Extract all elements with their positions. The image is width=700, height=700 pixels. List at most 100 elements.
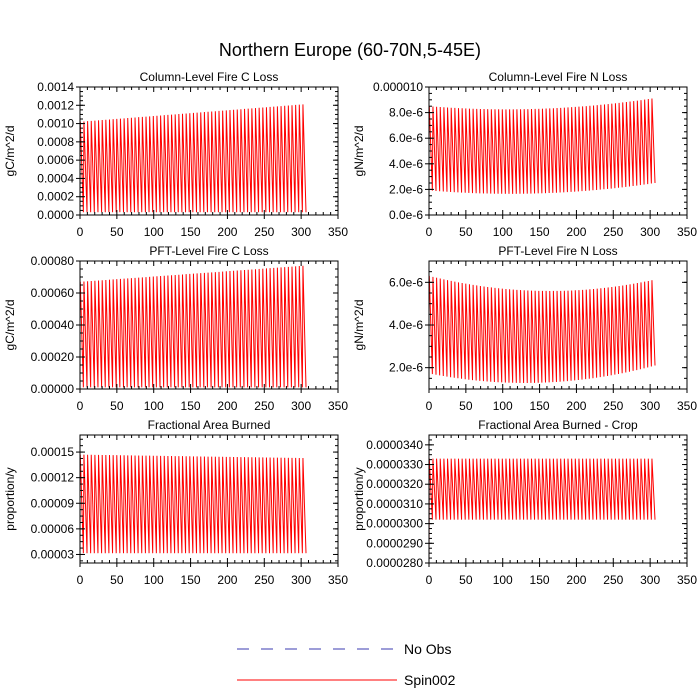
x-tick-label: 350 — [677, 399, 697, 413]
x-tick-label: 250 — [254, 399, 274, 413]
y-tick-label: 8.0e-6 — [389, 106, 423, 120]
x-tick-label: 250 — [254, 225, 274, 239]
y-tick-label: 0.00080 — [31, 254, 75, 268]
y-tick-label: 0.0010 — [37, 117, 74, 131]
y-axis-label: gC/m^2/d — [3, 126, 17, 177]
x-tick-label: 350 — [328, 573, 348, 587]
series-line-spin002 — [79, 265, 307, 388]
x-tick-label: 200 — [217, 225, 237, 239]
panel-title: PFT-Level Fire C Loss — [149, 244, 268, 258]
chart-panel: Column-Level Fire N Loss gN/m^2/d 0 50 100 15… — [352, 70, 697, 239]
y-tick-label: 0.0002 — [37, 190, 74, 204]
x-tick-label: 100 — [493, 399, 513, 413]
y-tick-label: 4.0e-6 — [389, 157, 423, 171]
panel-title: Column-Level Fire C Loss — [140, 70, 279, 84]
panel-title: Column-Level Fire N Loss — [489, 70, 628, 84]
x-tick-label: 200 — [566, 399, 586, 413]
series-line-spin002 — [428, 275, 656, 383]
x-tick-label: 100 — [493, 225, 513, 239]
chart-panel: PFT-Level Fire N Loss gN/m^2/d 0 50 100 150 20… — [352, 244, 697, 413]
x-tick-label: 300 — [640, 225, 660, 239]
y-axis-label: gN/m^2/d — [352, 300, 366, 351]
x-tick-label: 50 — [459, 573, 473, 587]
x-tick-label: 150 — [181, 573, 201, 587]
y-tick-label: 0.00009 — [31, 496, 75, 510]
series-line-spin002 — [79, 104, 307, 213]
y-tick-label: 0.0000290 — [366, 536, 423, 550]
x-tick-label: 50 — [110, 573, 124, 587]
y-tick-label: 0.0000280 — [366, 556, 423, 570]
plot-frame — [79, 434, 339, 564]
legend: No Obs Spin002 — [237, 641, 456, 688]
y-tick-label: 0.0000300 — [366, 517, 423, 531]
y-tick-label: 0.000010 — [373, 80, 423, 94]
x-tick-label: 0 — [426, 573, 433, 587]
y-tick-label: 0.00060 — [31, 286, 75, 300]
y-tick-label: 0.0000340 — [366, 438, 423, 452]
chart-panel: Fractional Area Burned - Crop proportion/… — [352, 418, 697, 587]
chart-panel: Fractional Area Burned proportion/y 0 50 100… — [3, 418, 348, 587]
x-tick-label: 300 — [291, 573, 311, 587]
y-tick-label: 0.0000310 — [366, 497, 423, 511]
y-tick-label: 4.0e-6 — [389, 318, 423, 332]
y-tick-label: 0.0008 — [37, 135, 74, 149]
x-tick-label: 50 — [110, 225, 124, 239]
series-line-spin002 — [428, 98, 656, 194]
y-axis-label: proportion/y — [352, 467, 366, 530]
y-tick-label: 6.0e-6 — [389, 131, 423, 145]
x-tick-label: 300 — [640, 399, 660, 413]
series-line-spin002 — [428, 458, 656, 562]
x-tick-label: 0 — [426, 225, 433, 239]
x-tick-label: 0 — [77, 573, 84, 587]
x-tick-label: 0 — [77, 225, 84, 239]
x-tick-label: 100 — [144, 399, 164, 413]
legend-spin002-label: Spin002 — [404, 672, 456, 688]
x-tick-label: 150 — [530, 573, 550, 587]
x-tick-label: 0 — [77, 399, 84, 413]
x-tick-label: 350 — [677, 573, 697, 587]
y-axis-label: gN/m^2/d — [352, 126, 366, 177]
x-tick-label: 300 — [640, 573, 660, 587]
y-tick-label: 2.0e-6 — [389, 182, 423, 196]
x-tick-label: 200 — [217, 399, 237, 413]
y-tick-label: 0.00000 — [31, 382, 75, 396]
series-line-spin002 — [79, 454, 307, 554]
panel-title: PFT-Level Fire N Loss — [498, 244, 617, 258]
x-tick-label: 150 — [530, 399, 550, 413]
y-axis-label: proportion/y — [3, 467, 17, 530]
y-tick-label: 0.00003 — [31, 547, 75, 561]
x-tick-label: 0 — [426, 399, 433, 413]
x-tick-label: 250 — [603, 399, 623, 413]
x-tick-label: 350 — [328, 225, 348, 239]
x-tick-label: 250 — [603, 573, 623, 587]
x-tick-label: 250 — [254, 573, 274, 587]
chart-panels: Column-Level Fire C Loss gC/m^2/d 0 50 100 15… — [3, 70, 697, 587]
x-tick-label: 150 — [530, 225, 550, 239]
legend-no-obs-label: No Obs — [404, 641, 451, 657]
y-tick-label: 0.0000320 — [366, 477, 423, 491]
x-tick-label: 100 — [144, 225, 164, 239]
y-tick-label: 6.0e-6 — [389, 275, 423, 289]
y-tick-label: 0.0004 — [37, 171, 74, 185]
x-tick-label: 50 — [459, 399, 473, 413]
x-tick-label: 150 — [181, 399, 201, 413]
chart-panel: PFT-Level Fire C Loss gC/m^2/d 0 50 100 150 20… — [3, 244, 348, 413]
y-tick-label: 0.00012 — [31, 471, 75, 485]
y-tick-label: 0.0006 — [37, 153, 74, 167]
x-tick-label: 100 — [493, 573, 513, 587]
x-tick-label: 300 — [291, 399, 311, 413]
y-tick-label: 0.00006 — [31, 522, 75, 536]
x-tick-label: 200 — [217, 573, 237, 587]
y-tick-label: 0.0000330 — [366, 458, 423, 472]
x-tick-label: 100 — [144, 573, 164, 587]
x-tick-label: 200 — [566, 225, 586, 239]
panel-title: Fractional Area Burned - Crop — [478, 418, 638, 432]
y-tick-label: 2.0e-6 — [389, 361, 423, 375]
chart-panel: Column-Level Fire C Loss gC/m^2/d 0 50 100 15… — [3, 70, 348, 239]
y-tick-label: 0.0012 — [37, 98, 74, 112]
y-axis-label: gC/m^2/d — [3, 300, 17, 351]
x-tick-label: 50 — [110, 399, 124, 413]
y-tick-label: 0.00015 — [31, 445, 75, 459]
page-title: Northern Europe (60-70N,5-45E) — [219, 40, 481, 60]
panel-title: Fractional Area Burned — [148, 418, 271, 432]
